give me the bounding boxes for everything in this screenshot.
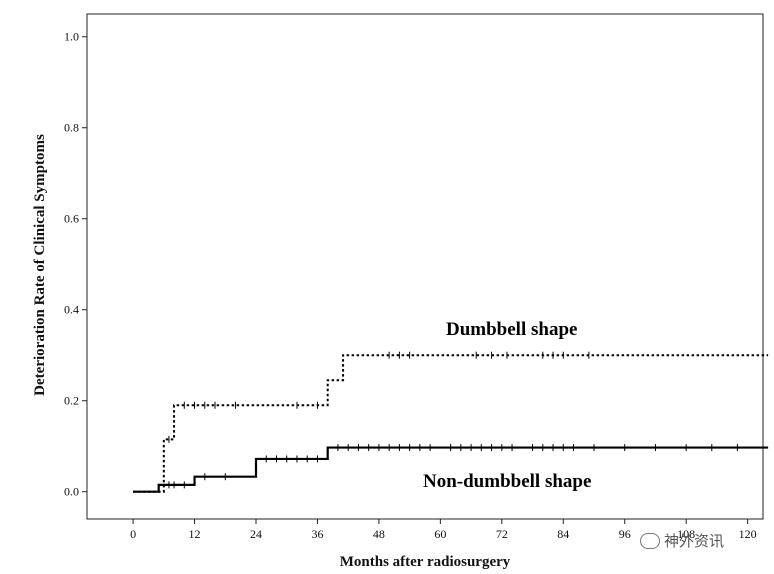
x-tick-label: 96 [619, 527, 631, 541]
x-tick-label: 48 [373, 527, 385, 541]
x-tick-label: 72 [496, 527, 508, 541]
y-tick-label: 0.4 [64, 303, 79, 317]
x-tick-label: 108 [677, 527, 695, 541]
x-axis-title: Months after radiosurgery [340, 554, 511, 570]
x-tick-label: 120 [739, 527, 757, 541]
x-tick-label: 0 [130, 527, 136, 541]
y-tick-label: 0.6 [64, 212, 79, 226]
x-tick-label: 60 [434, 527, 446, 541]
y-tick-label: 0.8 [64, 121, 79, 135]
x-tick-label: 12 [189, 527, 201, 541]
watermark: 神外资讯 [640, 530, 724, 551]
y-tick-label: 1.0 [64, 30, 79, 44]
y-axis: 0.0 0.2 0.4 0.6 0.8 1.0 [64, 30, 87, 499]
y-axis-title: Deterioration Rate of Clinical Symptoms [32, 134, 48, 396]
x-tick-label: 36 [311, 527, 323, 541]
y-tick-label: 0.0 [64, 485, 79, 499]
dumbbell-curve [133, 354, 769, 493]
x-tick-label: 84 [557, 527, 569, 541]
plot-frame [86, 13, 764, 520]
dumbbell-label: Dumbbell shape [446, 319, 577, 340]
series-layer [133, 351, 769, 493]
y-tick-label: 0.2 [64, 394, 79, 408]
x-axis: 0 12 24 36 48 60 72 84 96 108 120 [130, 519, 757, 541]
watermark-text: 神外资讯 [664, 532, 725, 550]
x-tick-label: 24 [250, 527, 262, 541]
chat-bubble-icon [640, 532, 660, 549]
non-dumbbell-label: Non-dumbbell shape [423, 471, 591, 492]
